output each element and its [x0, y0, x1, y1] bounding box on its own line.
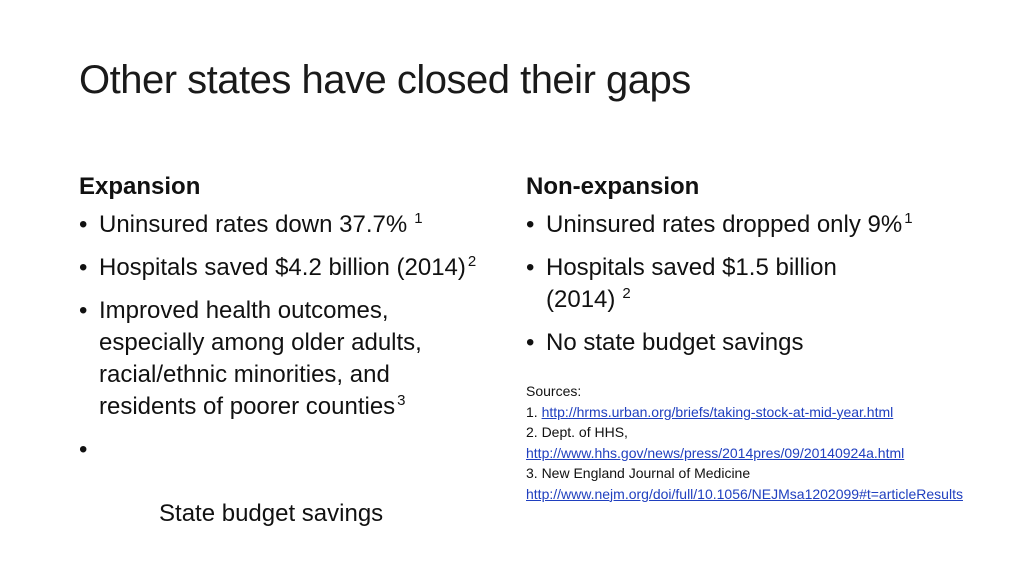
footnote-ref: 1 [414, 210, 423, 227]
bullet-icon: • [526, 254, 535, 281]
bullet-text: State budget savings [152, 500, 384, 527]
non-expansion-column: Non-expansion • Uninsured rates dropped … [526, 173, 966, 504]
sources-label: Sources: [526, 383, 582, 399]
footnote-ref: 2 [467, 253, 477, 270]
bullet-item: • Uninsured rates down 37.7% 1 [79, 209, 489, 241]
bullet-text: Uninsured rates down 37.7% [99, 211, 408, 238]
bullet-item: • No state budget savings [526, 327, 966, 359]
footnote-ref: 3 [397, 392, 406, 409]
source-3: http://www.nejm.org/doi/full/10.1056/NEJ… [526, 484, 1016, 505]
bullet-item: • Uninsured rates dropped only 9% 1 [526, 209, 916, 241]
source-2: http://www.hhs.gov/news/press/2014pres/0… [526, 443, 966, 464]
bullet-item: • Hospitals saved $4.2 billion (2014) 2 [79, 252, 489, 284]
footnote-ref: 1 [904, 210, 913, 227]
bullet-text: Improved health outcomes, especially amo… [99, 297, 422, 420]
source-1-link[interactable]: http://hrms.urban.org/briefs/taking-stoc… [541, 403, 894, 420]
source-3-link[interactable]: http://www.nejm.org/doi/full/10.1056/NEJ… [526, 485, 963, 502]
slide-title: Other states have closed their gaps [79, 58, 691, 102]
bullet-item: • State budget savings [79, 434, 489, 562]
source-1-number: 1. [526, 403, 542, 420]
bullet-icon: • [79, 211, 88, 238]
bullet-icon: • [526, 329, 535, 356]
bullet-item: • Hospitals saved $1.5 billion (2014) 2 [526, 252, 906, 316]
bullet-text: Hospitals saved $1.5 billion (2014) [546, 254, 837, 313]
expansion-heading: Expansion [79, 173, 201, 200]
bullet-icon: • [526, 211, 535, 238]
bullet-icon: • [79, 297, 88, 324]
bullet-icon: • [79, 254, 88, 281]
non-expansion-heading: Non-expansion [526, 173, 700, 200]
bullet-text: Uninsured rates dropped only 9% [546, 211, 903, 238]
bullet-text: Hospitals saved $4.2 billion (2014) [99, 254, 466, 281]
source-2-label: 2. Dept. of HHS, [526, 424, 628, 440]
footnote-ref: 2 [622, 285, 631, 302]
bullet-icon: • [79, 436, 88, 463]
source-1: 1. http://hrms.urban.org/briefs/taking-s… [526, 402, 966, 423]
bullet-item: • Improved health outcomes, especially a… [79, 295, 489, 423]
source-2-link[interactable]: http://www.hhs.gov/news/press/2014pres/0… [526, 444, 905, 461]
source-3-label: 3. New England Journal of Medicine [526, 465, 751, 481]
expansion-column: Expansion • Uninsured rates down 37.7% 1 … [79, 173, 489, 573]
bullet-text: No state budget savings [546, 329, 804, 356]
expansion-bullet-list: • Uninsured rates down 37.7% 1 • Hospital… [79, 209, 489, 562]
non-expansion-bullet-list: • Uninsured rates dropped only 9% 1 • Hos… [526, 209, 966, 359]
sources-block: Sources: 1. http://hrms.urban.org/briefs… [526, 381, 966, 504]
